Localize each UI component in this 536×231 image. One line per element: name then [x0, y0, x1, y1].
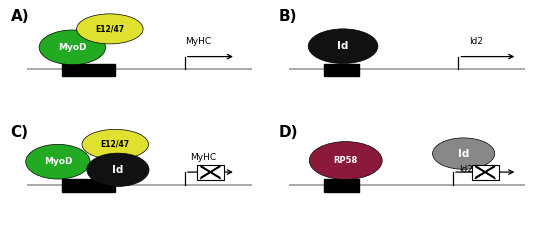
- Bar: [62, 179, 115, 192]
- Text: RP58: RP58: [333, 156, 358, 165]
- Text: Id2: Id2: [469, 37, 483, 46]
- Bar: [472, 164, 498, 180]
- Text: MyoD: MyoD: [58, 43, 87, 52]
- Ellipse shape: [26, 144, 90, 179]
- Text: MyHC: MyHC: [190, 153, 217, 162]
- Text: A): A): [11, 9, 29, 24]
- Text: B): B): [279, 9, 297, 24]
- Text: MyoD: MyoD: [43, 157, 72, 166]
- Bar: [197, 164, 224, 180]
- Ellipse shape: [77, 14, 143, 44]
- Ellipse shape: [39, 30, 106, 65]
- Ellipse shape: [309, 142, 382, 179]
- Bar: [324, 179, 359, 192]
- Ellipse shape: [433, 138, 495, 169]
- Bar: [62, 64, 115, 76]
- Text: C): C): [11, 125, 29, 140]
- Text: E12/47: E12/47: [101, 140, 130, 149]
- Ellipse shape: [308, 29, 378, 64]
- Ellipse shape: [87, 153, 149, 186]
- Text: MyHC: MyHC: [185, 37, 211, 46]
- Bar: [324, 64, 359, 76]
- Text: D): D): [279, 125, 298, 140]
- Text: Id2: Id2: [459, 165, 473, 174]
- Ellipse shape: [82, 129, 148, 159]
- Text: Id: Id: [112, 165, 124, 175]
- Text: Id: Id: [337, 41, 349, 51]
- Text: E12/47: E12/47: [95, 24, 124, 33]
- Text: Id: Id: [458, 149, 470, 159]
